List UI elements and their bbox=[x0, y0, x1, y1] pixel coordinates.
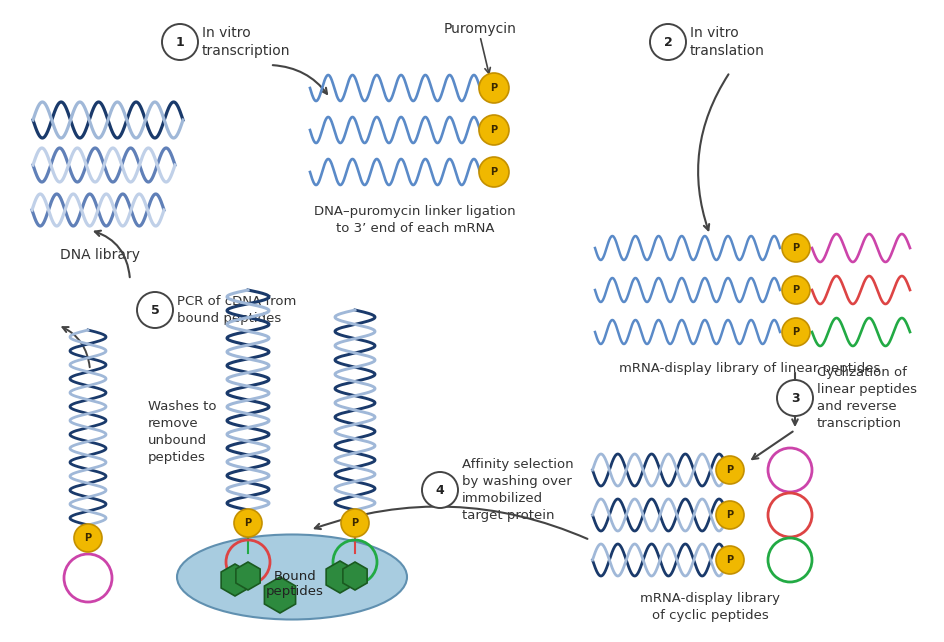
Circle shape bbox=[74, 524, 102, 552]
Polygon shape bbox=[236, 562, 260, 590]
Text: P: P bbox=[490, 125, 497, 135]
Text: 1: 1 bbox=[176, 35, 184, 49]
Text: PCR of cDNA from
bound peptides: PCR of cDNA from bound peptides bbox=[177, 295, 296, 325]
Circle shape bbox=[649, 24, 685, 60]
Text: 4: 4 bbox=[435, 483, 444, 496]
Circle shape bbox=[479, 115, 509, 145]
Text: DNA–puromycin linker ligation
to 3’ end of each mRNA: DNA–puromycin linker ligation to 3’ end … bbox=[313, 205, 515, 235]
Text: Bound
peptides: Bound peptides bbox=[266, 570, 324, 598]
Text: Cyclization of
linear peptides
and reverse
transcription: Cyclization of linear peptides and rever… bbox=[817, 366, 916, 430]
Circle shape bbox=[782, 234, 809, 262]
Circle shape bbox=[234, 509, 261, 537]
Circle shape bbox=[716, 456, 743, 484]
Polygon shape bbox=[343, 562, 366, 590]
Text: In vitro
translation: In vitro translation bbox=[689, 26, 764, 58]
Text: P: P bbox=[244, 518, 251, 528]
Text: Washes to
remove
unbound
peptides: Washes to remove unbound peptides bbox=[148, 400, 216, 464]
Circle shape bbox=[782, 318, 809, 346]
Text: 2: 2 bbox=[663, 35, 672, 49]
Text: P: P bbox=[490, 83, 497, 93]
Text: P: P bbox=[792, 243, 799, 253]
Polygon shape bbox=[326, 561, 353, 593]
Text: P: P bbox=[792, 285, 799, 295]
Circle shape bbox=[161, 24, 198, 60]
Circle shape bbox=[716, 546, 743, 574]
Text: mRNA-display library of linear peptides: mRNA-display library of linear peptides bbox=[618, 362, 880, 375]
Text: P: P bbox=[84, 533, 92, 543]
Text: P: P bbox=[726, 555, 733, 565]
Text: In vitro
transcription: In vitro transcription bbox=[202, 26, 290, 58]
Polygon shape bbox=[221, 564, 248, 596]
Text: P: P bbox=[351, 518, 358, 528]
Text: DNA library: DNA library bbox=[59, 248, 140, 262]
Circle shape bbox=[782, 276, 809, 304]
Polygon shape bbox=[264, 577, 295, 613]
Text: P: P bbox=[726, 510, 733, 520]
Circle shape bbox=[479, 73, 509, 103]
Circle shape bbox=[479, 157, 509, 187]
Text: P: P bbox=[490, 167, 497, 177]
Text: P: P bbox=[726, 465, 733, 475]
Circle shape bbox=[422, 472, 458, 508]
Circle shape bbox=[137, 292, 173, 328]
Circle shape bbox=[776, 380, 812, 416]
Circle shape bbox=[341, 509, 368, 537]
Circle shape bbox=[716, 501, 743, 529]
Text: Puromycin: Puromycin bbox=[443, 22, 515, 36]
Text: mRNA-display library
of cyclic peptides: mRNA-display library of cyclic peptides bbox=[639, 592, 779, 622]
Text: P: P bbox=[792, 327, 799, 337]
Text: Affinity selection
by washing over
immobilized
target protein: Affinity selection by washing over immob… bbox=[462, 458, 573, 522]
Ellipse shape bbox=[177, 535, 407, 620]
Text: 3: 3 bbox=[790, 392, 799, 404]
Text: 5: 5 bbox=[150, 304, 160, 317]
